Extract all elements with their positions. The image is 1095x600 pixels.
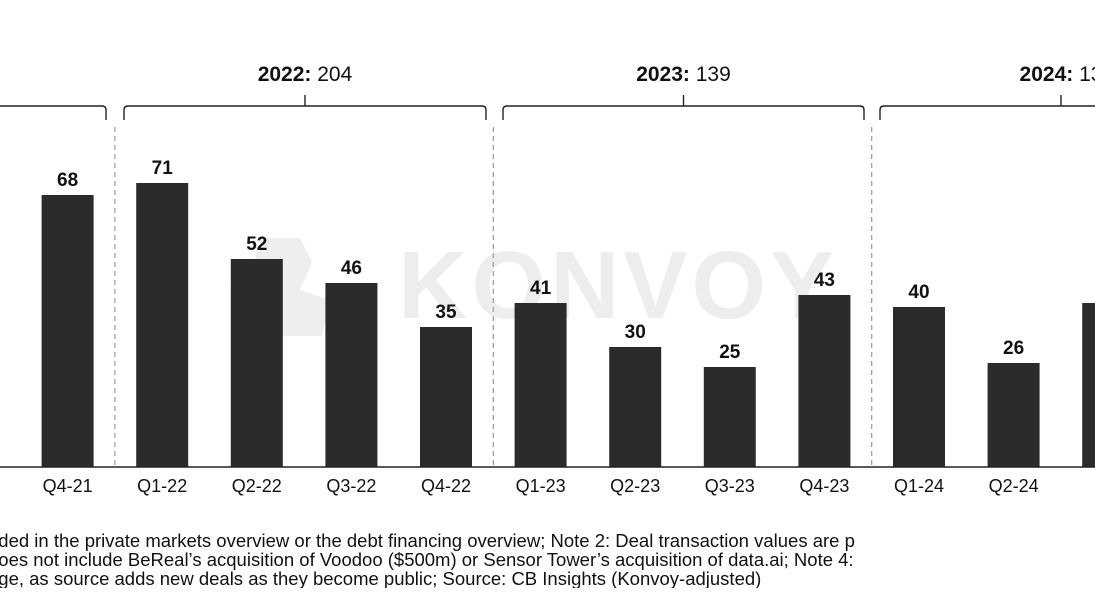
- category-label: Q1-22: [137, 476, 187, 496]
- year-total: 204: [311, 63, 352, 86]
- bar-q3-24: [1082, 303, 1095, 467]
- year-total: 139: [690, 63, 731, 86]
- value-label: 35: [435, 302, 457, 323]
- year-label: 2022:: [258, 63, 312, 86]
- year-brackets: [0, 95, 1095, 120]
- value-labels: 68 71 52 46 35 41 30 25 43 40 26: [57, 158, 1024, 363]
- year-total-label: 2024: 13: [1020, 63, 1095, 86]
- year-label: 2023:: [636, 63, 690, 86]
- category-label: Q4-21: [43, 476, 93, 496]
- footnote-line-3: nge, as source adds new deals as they be…: [0, 568, 762, 588]
- footnote-line-2: does not include BeReal’s acquisition of…: [0, 549, 854, 570]
- category-labels: 1Q4-21Q1-22Q2-22Q3-22Q4-22Q1-23Q2-23Q3-2…: [43, 476, 1039, 496]
- bar-q2-23: [609, 347, 662, 467]
- category-label: Q3-23: [705, 476, 755, 496]
- year-total-label: 2022: 204: [258, 63, 353, 86]
- category-label: Q4-23: [799, 476, 849, 496]
- bar-q2-22: [230, 259, 283, 467]
- value-label: 30: [625, 322, 646, 343]
- value-label: 46: [341, 258, 362, 279]
- category-label: Q1-24: [894, 476, 944, 496]
- footnotes: uded in the private markets overview or …: [0, 531, 1095, 588]
- bar-q2-24: [987, 363, 1040, 467]
- value-label: 43: [814, 270, 835, 291]
- year-bracket-2021: [0, 105, 107, 120]
- watermark-text: KONVOY: [398, 232, 838, 339]
- year-total: 13: [1073, 63, 1095, 86]
- footnote-line-1: uded in the private markets overview or …: [0, 531, 855, 551]
- bar-q1-22: [136, 183, 189, 467]
- bar-q1-24: [893, 307, 945, 467]
- year-bracket-1: [502, 95, 865, 120]
- year-label: 2024:: [1020, 63, 1074, 86]
- year-bracket-2: [879, 95, 1095, 120]
- value-label: 41: [530, 278, 552, 299]
- value-label: 25: [719, 342, 741, 363]
- value-label: 68: [57, 170, 78, 191]
- bar-q4-23: [798, 295, 851, 467]
- category-label: Q4-22: [421, 476, 471, 496]
- category-label: Q2-22: [232, 476, 282, 496]
- value-label: 71: [152, 158, 174, 179]
- bar-q4-21: [41, 195, 94, 467]
- bar-q3-23: [703, 367, 756, 467]
- bar-q4-22: [420, 327, 472, 467]
- bar-q3-22: [325, 283, 378, 467]
- value-label: 40: [908, 282, 929, 303]
- category-label: Q2-24: [989, 476, 1039, 496]
- value-label: 26: [1003, 338, 1024, 359]
- category-label: Q2-23: [610, 476, 660, 496]
- year-separators: [114, 127, 873, 466]
- bar-q1-23: [514, 303, 567, 467]
- year-total-label: 2023: 139: [636, 63, 731, 86]
- category-label: Q1-23: [516, 476, 566, 496]
- value-label: 52: [246, 234, 267, 255]
- bars: [41, 183, 1095, 467]
- year-labels: 2022: 204 2023: 139 2024: 13: [258, 63, 1095, 86]
- year-bracket-0: [123, 95, 487, 120]
- category-label: Q3-22: [326, 476, 376, 496]
